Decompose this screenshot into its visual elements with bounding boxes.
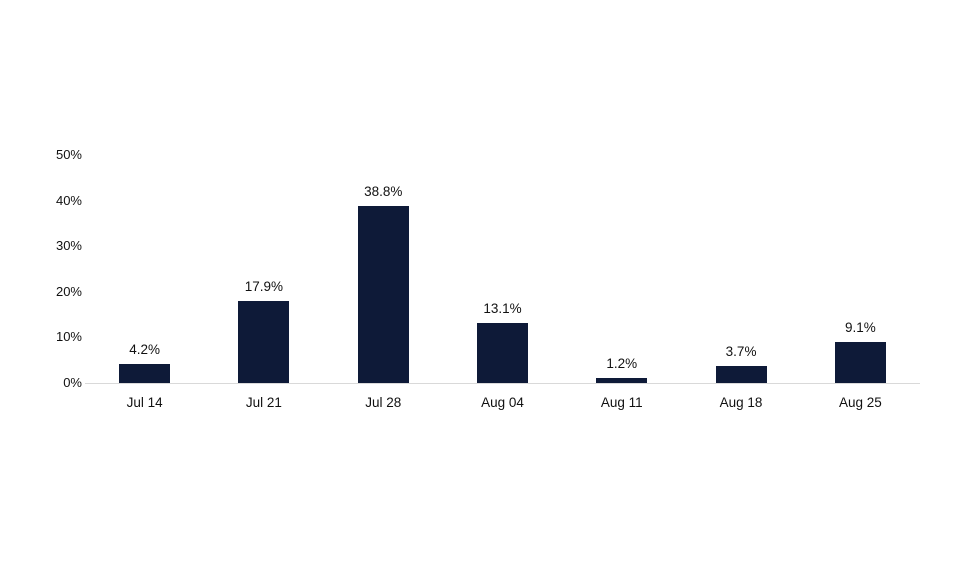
y-tick-label: 30% bbox=[55, 238, 82, 254]
y-tick-label: 20% bbox=[55, 283, 82, 299]
bar-value-label: 38.8% bbox=[364, 184, 403, 200]
bar-value-label: 4.2% bbox=[129, 341, 161, 357]
bar bbox=[238, 301, 290, 383]
x-tick-label: Jul 14 bbox=[126, 395, 163, 410]
x-tick-label: Aug 11 bbox=[600, 395, 643, 410]
bar-value-label: 17.9% bbox=[244, 279, 284, 295]
bar bbox=[477, 323, 528, 383]
x-axis-line bbox=[85, 383, 920, 384]
y-tick-label: 50% bbox=[55, 147, 82, 162]
x-tick-label: Aug 18 bbox=[719, 395, 763, 410]
bar bbox=[715, 366, 767, 383]
bar bbox=[119, 363, 171, 383]
bar-value-label: 13.1% bbox=[483, 301, 522, 317]
x-tick-label: Aug 25 bbox=[838, 395, 882, 410]
x-tick-label: Jul 21 bbox=[245, 395, 282, 410]
bar bbox=[834, 341, 886, 383]
x-tick-label: Aug 04 bbox=[481, 395, 524, 410]
y-tick-label: 0% bbox=[63, 375, 82, 390]
x-tick-label: Jul 28 bbox=[365, 395, 402, 410]
bar-value-label: 1.2% bbox=[606, 355, 638, 371]
bar bbox=[596, 377, 648, 383]
bar-value-label: 9.1% bbox=[844, 319, 876, 335]
y-tick-label: 10% bbox=[55, 329, 82, 345]
bar-value-label: 3.7% bbox=[725, 344, 757, 360]
bar bbox=[357, 206, 409, 383]
y-tick-label: 40% bbox=[55, 192, 82, 208]
